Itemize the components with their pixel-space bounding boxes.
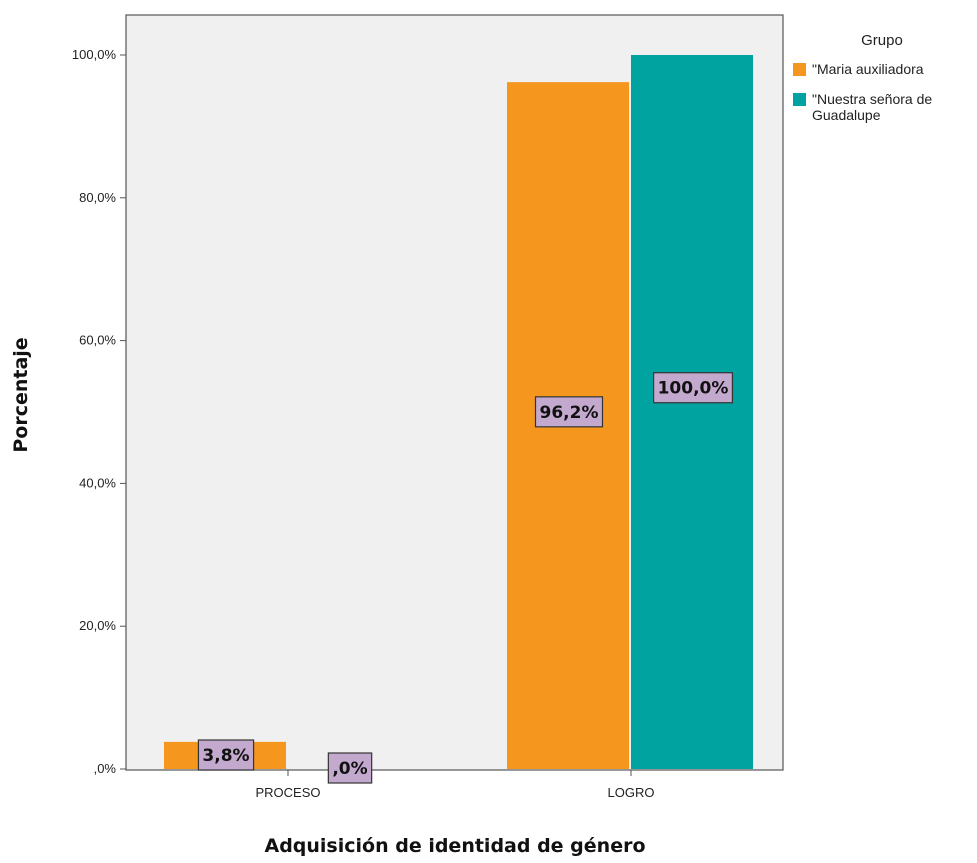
data-label: 100,0% <box>652 372 734 404</box>
data-label-value: 3,8% <box>202 746 249 766</box>
bar <box>631 55 753 769</box>
legend-label: "Nuestra señora de <box>812 91 932 107</box>
data-label-box <box>327 752 373 784</box>
x-axis: PROCESO LOGRO <box>255 770 654 800</box>
data-label-value: 96,2% <box>540 403 599 423</box>
data-label-box <box>652 372 734 404</box>
data-label-value: ,0% <box>332 759 367 779</box>
x-tick-label: PROCESO <box>255 785 320 800</box>
legend-label: Guadalupe <box>812 107 881 123</box>
x-tick-label: LOGRO <box>608 785 655 800</box>
data-label-box <box>534 396 604 428</box>
y-tick-label: 40,0% <box>79 475 116 490</box>
data-labels-layer: 3,8% 96,2% ,0% 100,0% <box>197 372 734 784</box>
data-label: 96,2% <box>534 396 604 428</box>
y-axis: ,0% 20,0% 40,0% 60,0% 80,0% 100,0% <box>72 47 126 776</box>
legend-swatch <box>793 93 806 106</box>
y-axis-title: Porcentaje <box>10 337 32 452</box>
data-label: ,0% <box>327 752 373 784</box>
legend-title: Grupo <box>861 32 903 49</box>
legend-label: "Maria auxiliadora <box>812 61 924 77</box>
y-tick-label: 80,0% <box>79 190 116 205</box>
y-tick-label: 60,0% <box>79 333 116 348</box>
data-label: 3,8% <box>197 739 255 771</box>
x-axis-title: Adquisición de identidad de género <box>264 835 645 857</box>
legend-swatch <box>793 63 806 76</box>
legend-entry: "Maria auxiliadora <box>793 61 924 77</box>
y-tick-label: 100,0% <box>72 47 117 62</box>
y-tick-label: 20,0% <box>79 618 116 633</box>
data-label-box <box>197 739 255 771</box>
legend: Grupo "Maria auxiliadora "Nuestra señora … <box>793 32 932 123</box>
data-label-value: 100,0% <box>658 379 729 399</box>
y-tick-label: ,0% <box>94 761 117 776</box>
